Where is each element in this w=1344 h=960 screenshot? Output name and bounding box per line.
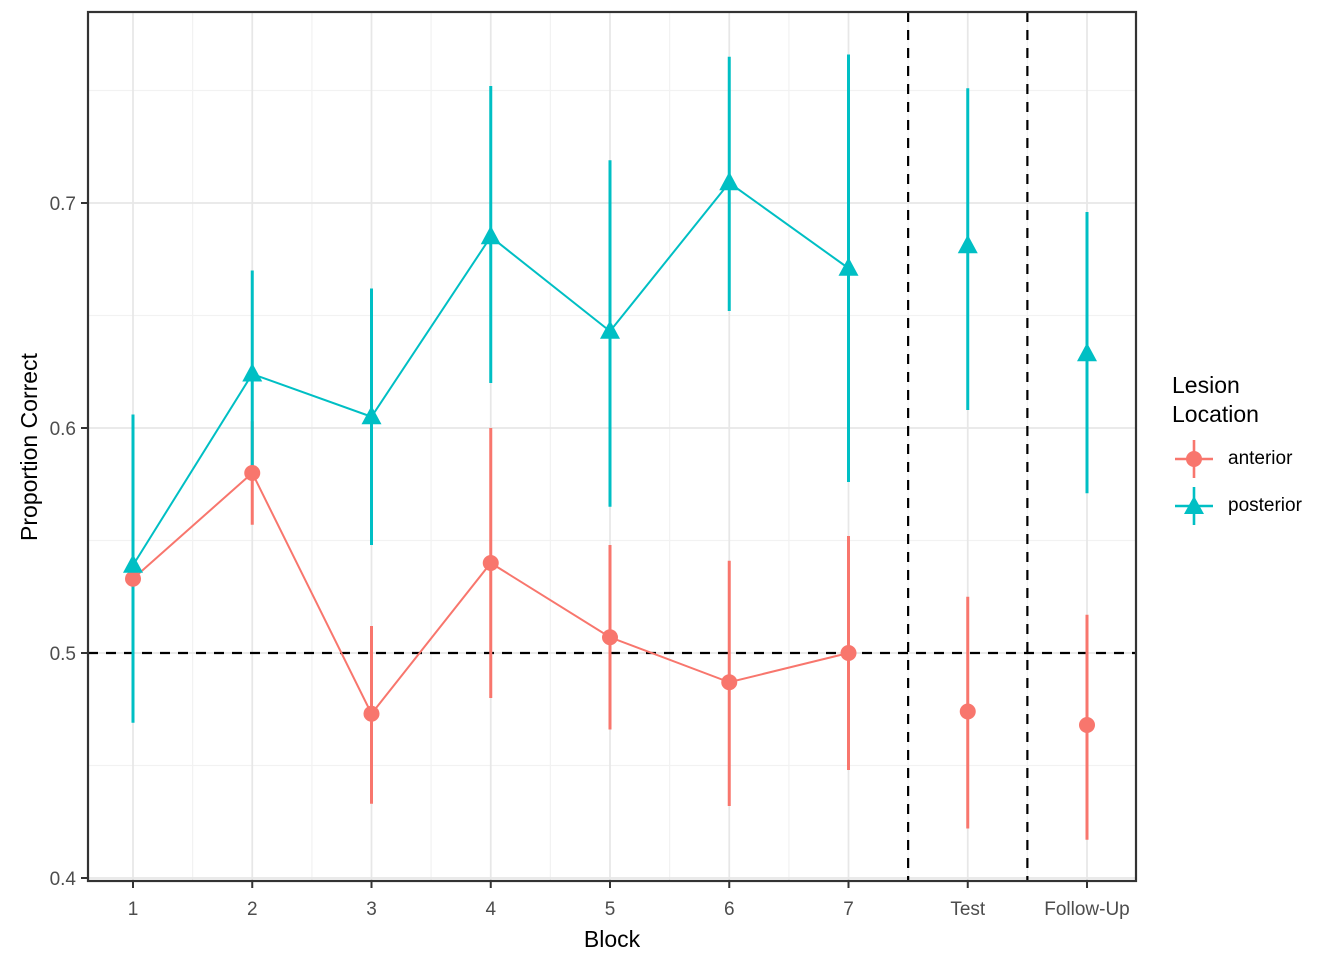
anterior-key-icon	[1175, 439, 1213, 478]
x-tick-label-2: 2	[247, 899, 258, 920]
x-tick-label-7: 7	[843, 899, 854, 920]
point-anterior-2	[244, 465, 261, 481]
legend-label-posterior: posterior	[1228, 494, 1302, 516]
legend: Lesion Location anterior posterior	[1172, 371, 1342, 529]
point-posterior-1	[123, 554, 143, 573]
y-tick-label: 0.5	[50, 644, 76, 665]
point-anterior-5	[602, 629, 618, 646]
posterior-key-icon	[1175, 486, 1213, 525]
point-posterior-Test	[957, 234, 978, 254]
point-anterior-Test	[959, 703, 976, 720]
x-axis-title: Block	[583, 926, 641, 952]
point-posterior-4	[480, 225, 501, 245]
legend-item-anterior: anterior	[1172, 435, 1342, 482]
y-tick-label: 0.7	[50, 194, 76, 215]
point-anterior-6	[721, 674, 738, 691]
point-anterior-Follow-Up	[1079, 717, 1095, 733]
legend-title: Lesion Location	[1172, 372, 1259, 427]
x-tick-label-3: 3	[366, 899, 377, 920]
point-posterior-7	[838, 257, 859, 276]
panel-background	[88, 12, 1136, 881]
legend-item-posterior: posterior	[1172, 482, 1342, 529]
point-posterior-5	[600, 320, 620, 339]
x-tick-label-1: 1	[128, 899, 139, 920]
x-tick-label-Test: Test	[950, 899, 986, 920]
panel-border	[86, 10, 1138, 883]
y-axis-title: Proportion Correct	[16, 353, 42, 541]
legend-label-anterior: anterior	[1228, 447, 1293, 469]
point-posterior-Follow-Up	[1077, 342, 1097, 362]
y-tick-label: 0.6	[50, 419, 76, 440]
x-tick-label-4: 4	[485, 899, 496, 920]
y-tick-label: 0.4	[50, 869, 77, 890]
x-tick-label-Follow-Up: Follow-Up	[1044, 899, 1130, 920]
point-anterior-4	[482, 555, 499, 571]
point-anterior-1	[125, 570, 141, 587]
point-posterior-6	[719, 171, 740, 191]
point-anterior-3	[363, 705, 380, 722]
point-posterior-2	[242, 363, 263, 382]
point-anterior-7	[840, 645, 857, 661]
x-tick-label-6: 6	[724, 899, 735, 920]
point-posterior-3	[361, 405, 382, 425]
x-tick-label-5: 5	[605, 899, 616, 920]
